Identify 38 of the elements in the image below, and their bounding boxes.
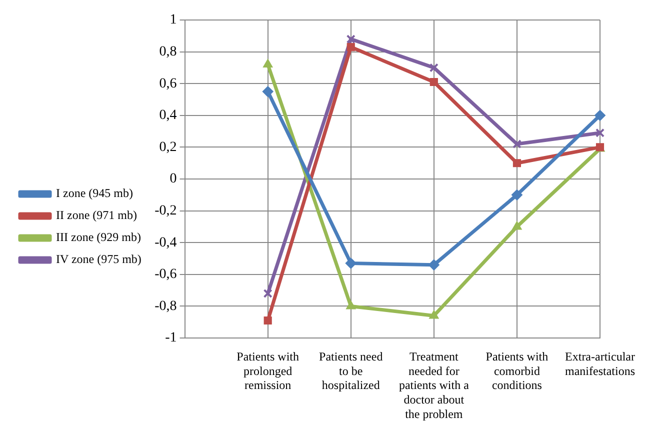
point: [345, 258, 356, 269]
x-tick-label: Treatment needed for patients with a doctor about the problem: [398, 349, 470, 421]
point: [512, 159, 522, 168]
y-tick-label: 0: [170, 172, 177, 187]
y-tick-label: -0,8: [154, 298, 177, 314]
point: [594, 110, 606, 121]
y-tick-label: 0,8: [159, 44, 177, 60]
point: [346, 300, 356, 310]
legend-label: IV zone (975 mb): [56, 252, 142, 266]
point: [512, 221, 522, 230]
x-tick-label: Patients with comorbid conditions: [486, 349, 548, 392]
y-tick-label: 0,2: [159, 140, 177, 155]
point: [346, 42, 355, 52]
point: [511, 189, 522, 200]
point: [428, 259, 440, 270]
legend-label: II zone (971 mb): [56, 208, 137, 222]
y-tick-label: -0,6: [154, 267, 177, 282]
x-tick-label: Extra-articular manifestations: [565, 349, 636, 378]
y-tick-label: -1: [165, 330, 177, 346]
x-tick-label: Patients with prolonged remission: [236, 349, 300, 392]
point: [429, 310, 439, 319]
point: [262, 86, 274, 98]
point: [263, 288, 272, 298]
x-tick-label: Patients need to be hospitalized: [319, 349, 383, 392]
point: [595, 128, 605, 138]
point: [512, 139, 522, 149]
point: [429, 63, 438, 72]
y-tick-label: 1: [170, 12, 177, 28]
y-tick-label: 0,6: [159, 76, 177, 92]
y-tick-label: 0,4: [159, 108, 177, 124]
point: [346, 34, 356, 44]
point: [430, 78, 438, 86]
legend-label: I zone (945 mb): [56, 186, 133, 200]
y-tick-label: -0,4: [154, 235, 177, 250]
point: [264, 316, 272, 325]
y-tick-label: -0,2: [154, 203, 177, 218]
legend-label: III zone (929 mb): [56, 230, 141, 244]
point: [263, 59, 273, 68]
